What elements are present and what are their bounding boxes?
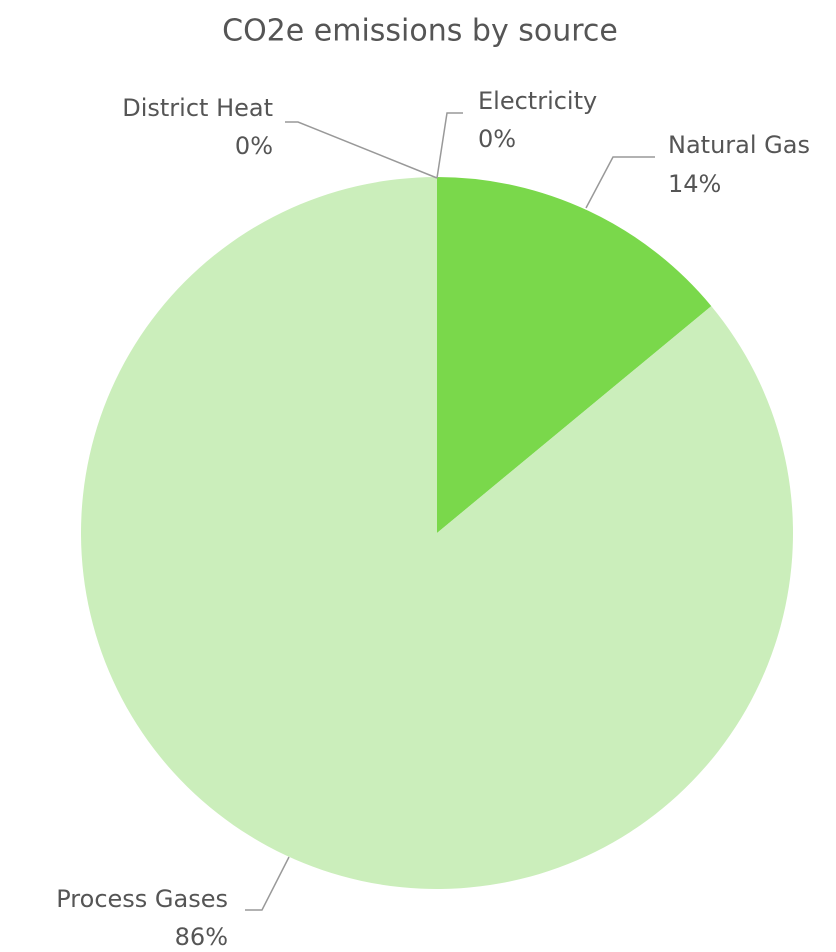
value-label: 86% (175, 923, 228, 951)
slice-label: District Heat (122, 94, 273, 122)
value-label: 14% (668, 170, 721, 198)
pie-slice (437, 177, 712, 533)
pie-slice (80, 177, 793, 889)
leader-line (285, 121, 438, 179)
slice-label: Natural Gas (668, 131, 810, 159)
leader-line (585, 156, 655, 209)
leader-line (436, 112, 463, 179)
leader-line (245, 856, 290, 911)
slice-label: Process Gases (56, 885, 228, 913)
slice-label: Electricity (478, 87, 597, 115)
value-label: 0% (478, 125, 516, 153)
chart-title: CO2e emissions by source (222, 14, 618, 49)
value-label: 0% (235, 132, 273, 160)
